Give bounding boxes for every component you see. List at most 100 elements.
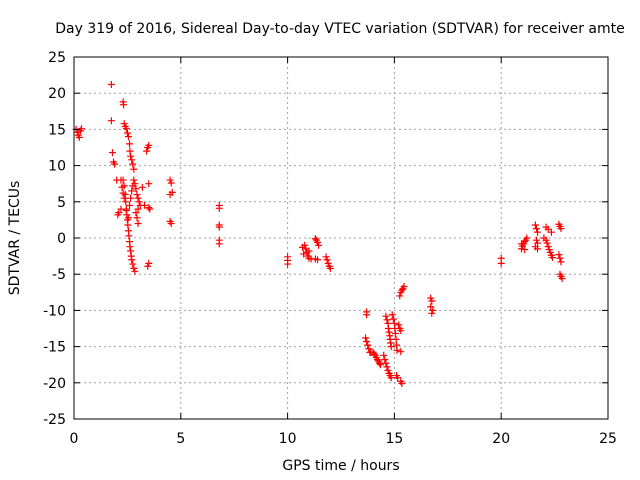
y-tick-label: 5 [57,195,66,211]
data-point [323,256,331,264]
data-point [377,361,385,369]
data-point [143,147,151,155]
x-axis-label: GPS time / hours [282,458,399,474]
x-tick-label: 10 [279,431,297,447]
chart-title: Day 319 of 2016, Sidereal Day-to-day VTE… [55,21,625,37]
data-point [556,254,564,262]
data-point [400,283,408,291]
data-point [138,183,146,191]
data-point [428,297,436,305]
data-point [387,343,395,351]
data-point [388,311,396,319]
y-tick-label: -25 [43,412,66,428]
data-point [124,133,132,141]
data-point [117,176,125,184]
data-point [133,214,141,222]
data-point [382,312,390,320]
data-point [145,204,153,212]
scatter-points [72,81,566,388]
data-point [555,251,563,259]
data-point [107,81,115,89]
data-point [394,374,402,382]
data-point [128,256,136,264]
data-point [130,165,138,173]
y-tick-label: 10 [48,159,66,175]
data-point [122,206,130,214]
data-point [397,348,405,356]
data-point [384,325,392,332]
data-point [130,176,138,184]
data-point [122,125,130,133]
data-point [381,356,389,364]
data-point [363,338,371,346]
data-point [534,228,542,236]
data-point [373,356,381,364]
data-point [118,183,126,191]
data-point [543,239,551,247]
data-point [364,341,372,349]
data-point [131,267,139,275]
data-point [284,260,292,268]
data-point [167,179,175,187]
data-point [557,258,565,266]
data-point [326,264,334,272]
data-point [305,247,313,255]
x-tick-label: 25 [599,431,617,447]
y-tick-label: 20 [48,86,66,102]
x-tick-label: 20 [492,431,510,447]
data-point [365,345,373,353]
data-point [144,262,152,270]
data-point [125,232,133,240]
data-point [215,204,223,212]
data-point [132,185,140,193]
data-point [134,205,142,213]
data-point [123,129,131,137]
y-tick-label: 25 [48,50,66,66]
data-point [131,180,139,188]
data-point [300,250,308,258]
data-point [380,351,388,359]
y-tick-label: -5 [52,267,66,283]
data-point [127,152,135,160]
data-point [428,309,436,317]
data-point [315,241,323,249]
data-point [124,221,132,229]
y-tick-label: 15 [48,122,66,138]
data-point [122,198,130,206]
y-tick-label: -10 [43,303,66,319]
data-point [523,234,531,242]
data-point [134,194,142,202]
data-point [107,117,115,125]
data-point [383,316,391,324]
x-axis-ticks: 0 5 10 15 20 25 [70,57,617,447]
x-tick-label: 15 [385,431,403,447]
data-point [77,125,85,133]
data-point [521,246,529,254]
data-point [132,209,140,217]
data-point [75,133,83,141]
y-tick-label: -15 [43,340,66,356]
data-point [362,334,370,342]
grid [74,57,608,419]
data-point [135,198,143,206]
data-point [387,339,395,347]
y-axis-label: SDTVAR / TECUs [7,181,23,296]
data-point [531,221,539,229]
data-point [127,247,135,255]
data-point [129,260,137,268]
data-point [126,243,134,251]
data-point [115,209,123,217]
data-point [145,141,153,149]
data-point [167,220,175,228]
data-point [215,240,223,248]
data-point [140,201,148,209]
data-point [126,140,134,148]
data-point [517,240,525,248]
data-point [391,330,399,338]
data-point [387,374,395,382]
data-point [134,220,142,228]
data-point [558,275,566,283]
data-point [129,160,137,168]
data-point [128,156,136,164]
